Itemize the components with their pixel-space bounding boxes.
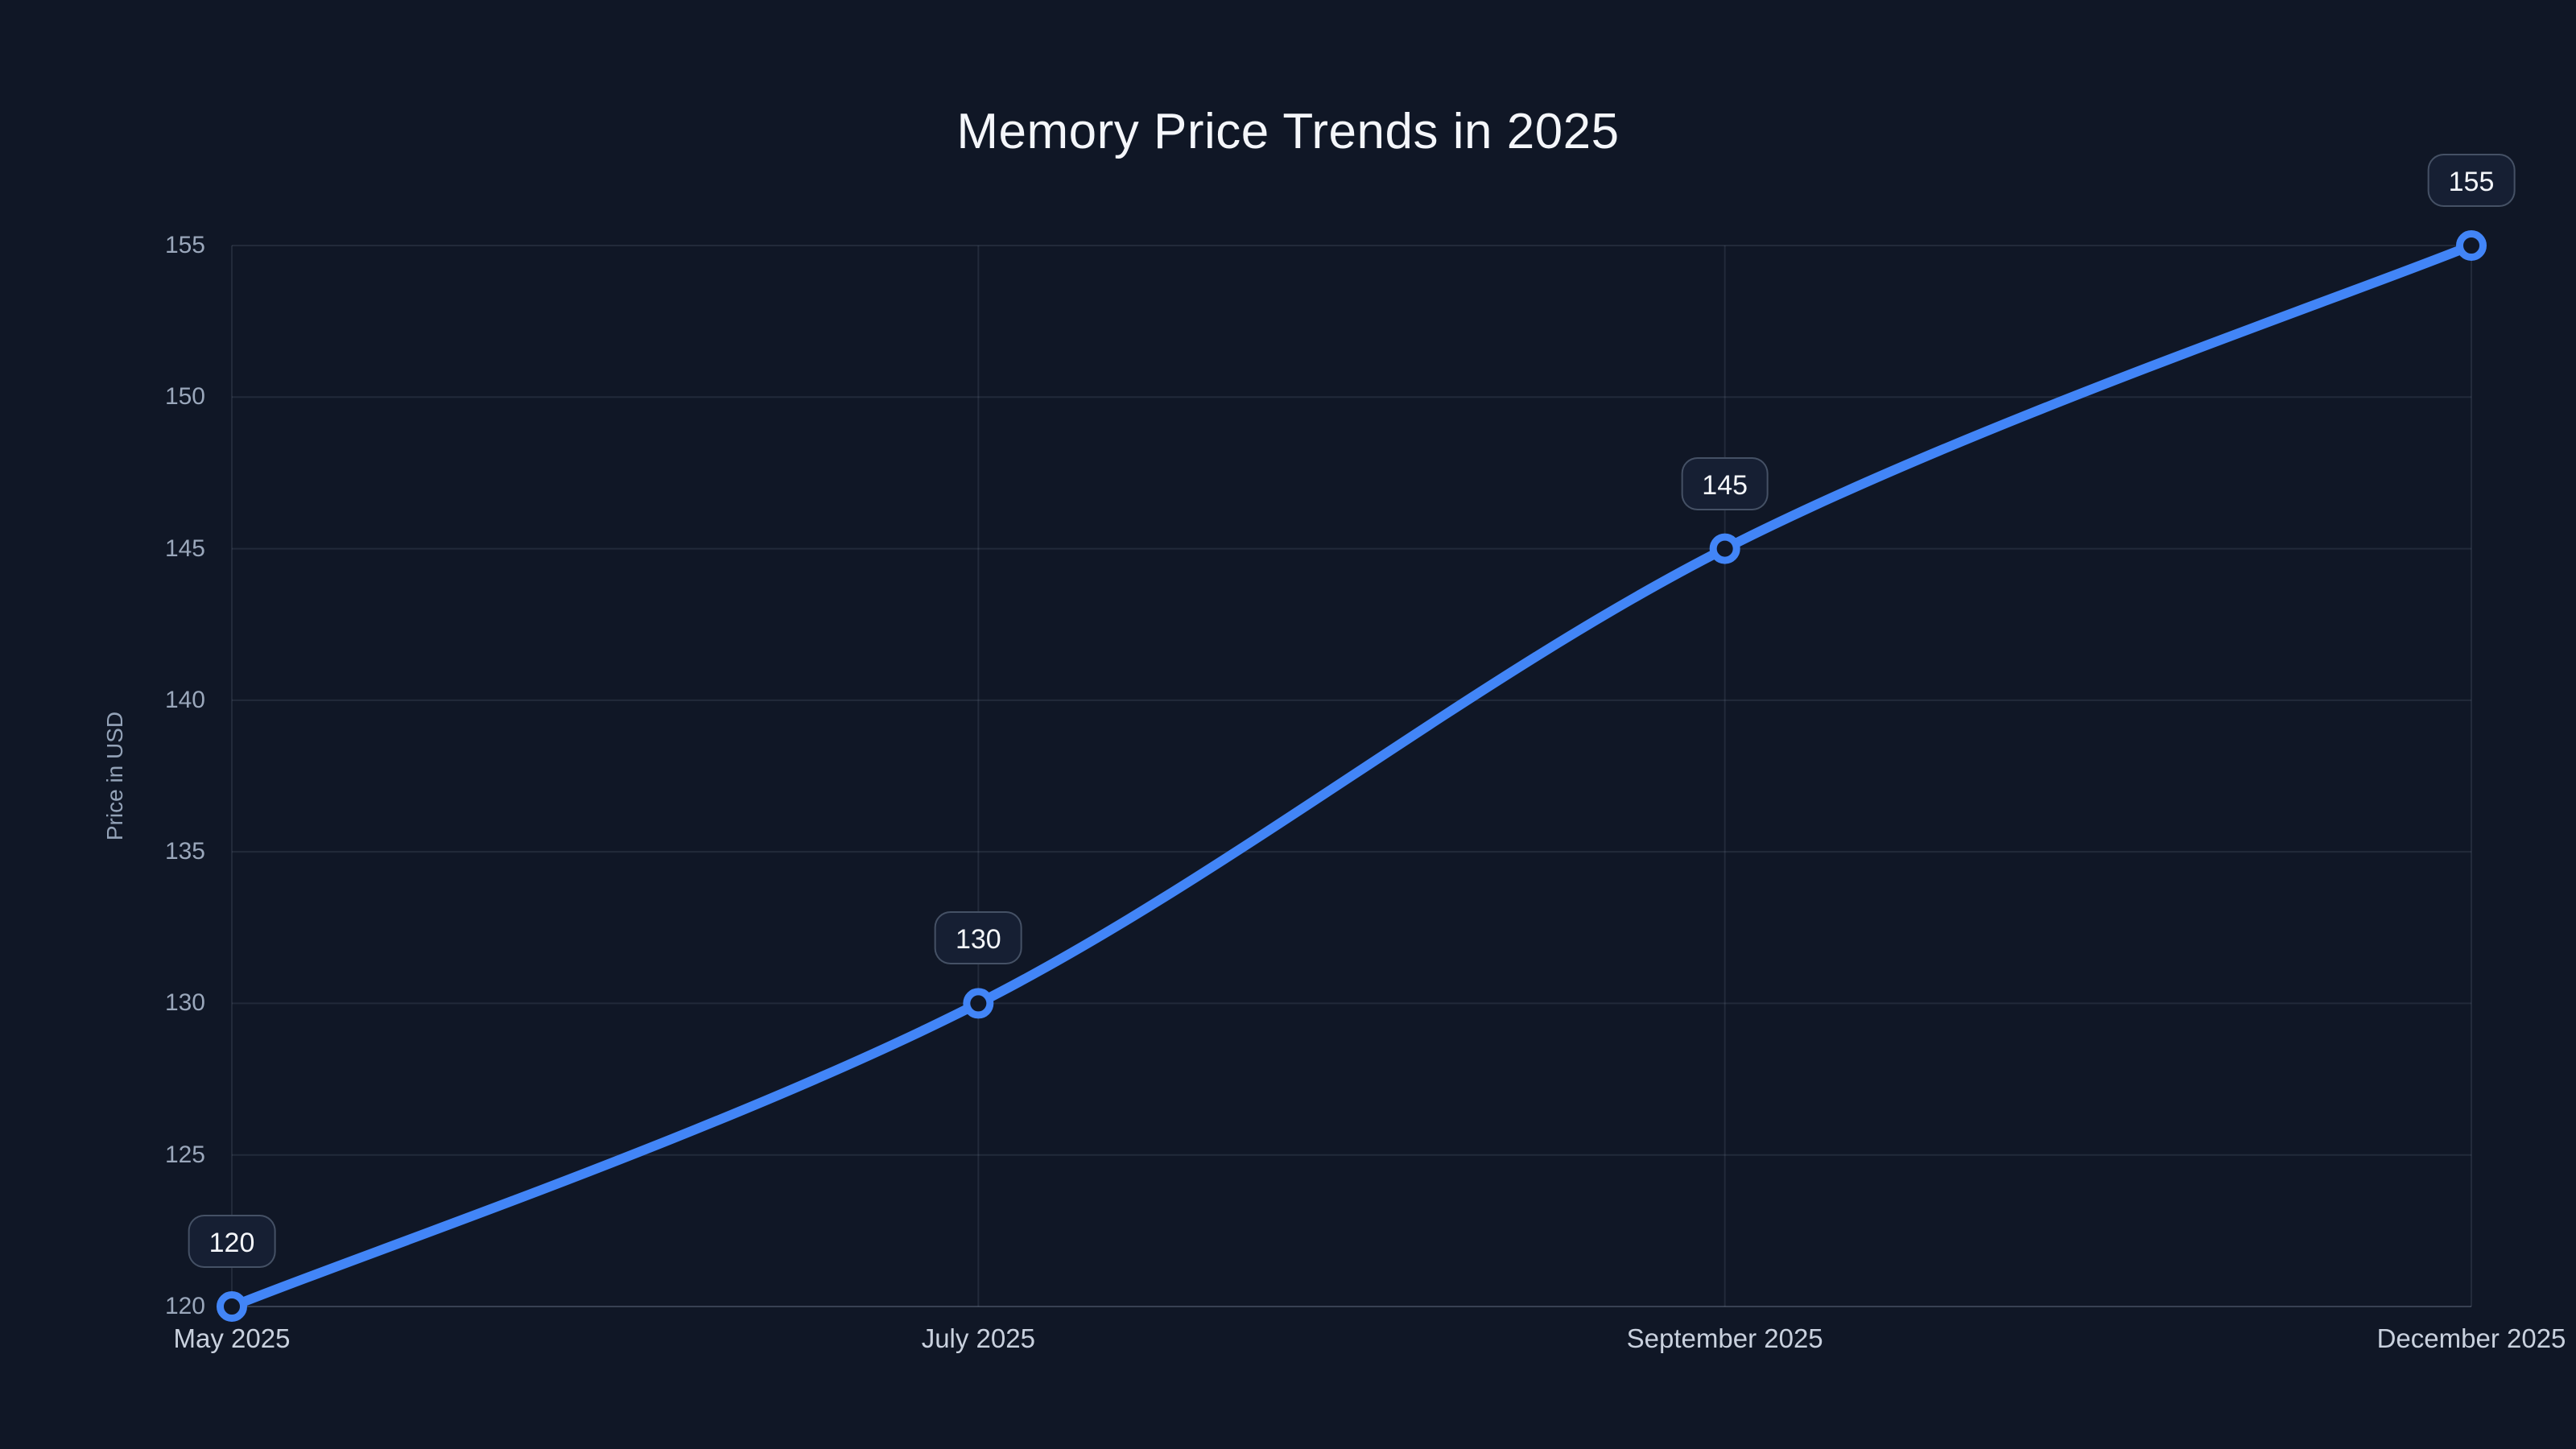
x-tick-label: May 2025 bbox=[173, 1323, 291, 1353]
data-point-marker[interactable] bbox=[963, 988, 994, 1019]
y-tick-label: 140 bbox=[164, 686, 205, 713]
point-value-badge: 155 bbox=[2427, 154, 2516, 207]
y-tick-label: 155 bbox=[164, 232, 205, 258]
y-tick-label: 135 bbox=[164, 838, 205, 865]
data-point-marker[interactable] bbox=[217, 1291, 247, 1322]
point-value-badge: 130 bbox=[934, 911, 1022, 965]
y-tick-label: 130 bbox=[164, 989, 205, 1017]
data-point-marker[interactable] bbox=[2456, 230, 2487, 261]
chart-title: Memory Price Trends in 2025 bbox=[956, 104, 1620, 159]
x-tick-label: September 2025 bbox=[1626, 1323, 1823, 1353]
y-tick-label: 150 bbox=[164, 383, 205, 411]
price-line-series bbox=[227, 241, 2476, 1311]
point-value-badge: 145 bbox=[1681, 456, 1769, 510]
point-value-badge: 120 bbox=[188, 1215, 276, 1268]
x-tick-label: December 2025 bbox=[2376, 1323, 2566, 1353]
data-point-marker[interactable] bbox=[1709, 533, 1740, 564]
x-tick-label: July 2025 bbox=[921, 1323, 1035, 1353]
y-tick-label: 125 bbox=[164, 1141, 205, 1168]
y-tick-label: 120 bbox=[164, 1293, 205, 1319]
y-tick-label: 145 bbox=[164, 535, 205, 562]
